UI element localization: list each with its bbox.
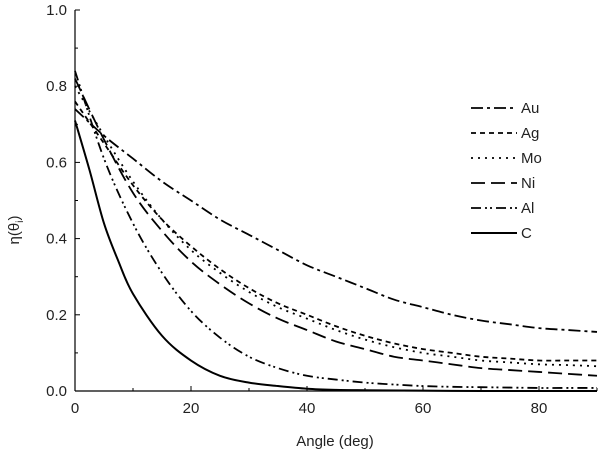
ticks-layer: 0 20 40 60 80 0.0 0.2 0.4 0.6 0.8 1.0 (46, 2, 598, 417)
y-tick-label: 0.4 (46, 231, 67, 248)
y-tick-label: 0.0 (46, 383, 67, 400)
y-tick-label: 0.2 (46, 307, 67, 324)
series-line-au (74, 108, 598, 333)
legend-label-mo: Mo (521, 150, 542, 167)
legend-label-au: Au (521, 100, 539, 117)
y-tick-label: 1.0 (46, 2, 67, 19)
series-line-ag (74, 100, 597, 362)
x-tick-label: 60 (415, 400, 432, 417)
plot-area (74, 10, 597, 392)
series-line-al (74, 70, 597, 389)
x-tick-label: 0 (71, 400, 79, 417)
x-tick-label: 40 (299, 400, 316, 417)
y-tick-label: 0.6 (46, 154, 67, 171)
series-line-ni (74, 78, 598, 377)
x-tick-label: 20 (183, 400, 200, 417)
series-line-c (74, 120, 597, 393)
x-tick-label: 80 (531, 400, 548, 417)
legend-label-ag: Ag (521, 125, 539, 142)
legend-label-c: C (521, 225, 532, 242)
x-axis-title: Angle (deg) (296, 433, 374, 450)
y-axis-title: η(θi) (6, 216, 26, 245)
legend: Au Ag Mo Ni Al C (471, 100, 542, 242)
y-tick-label: 0.8 (46, 78, 67, 95)
legend-label-ni: Ni (521, 175, 535, 192)
series-layer (74, 70, 598, 393)
legend-label-al: Al (521, 200, 534, 217)
